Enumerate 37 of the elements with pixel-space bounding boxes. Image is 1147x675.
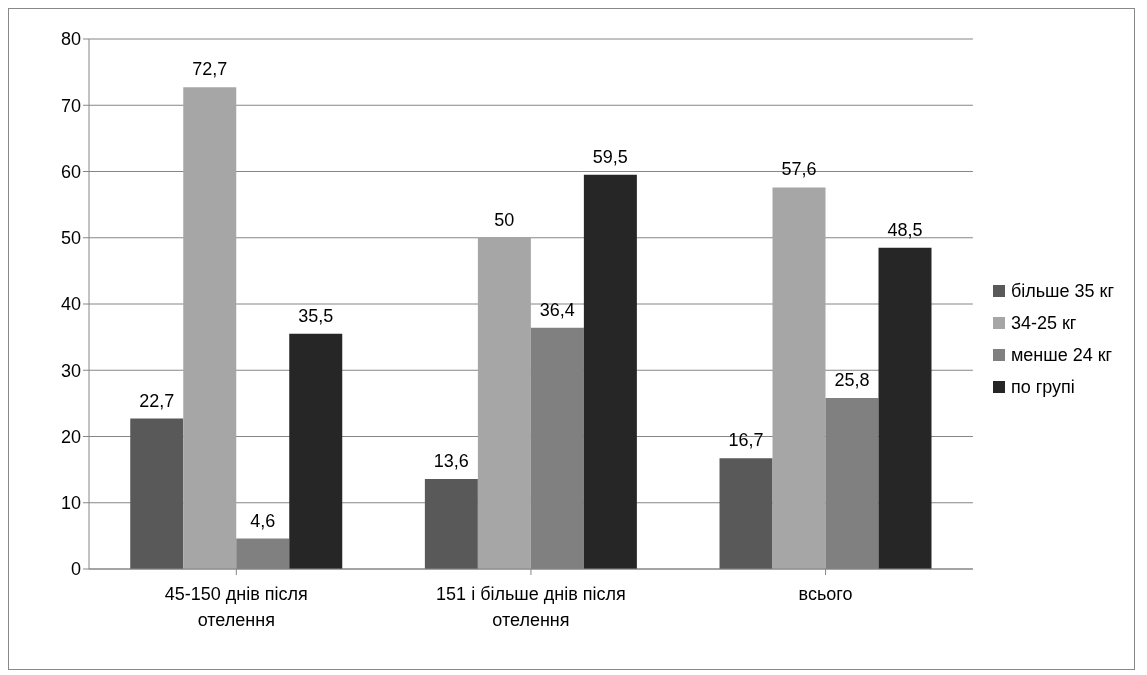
y-tick-label: 40 [60,294,81,315]
data-label: 25,8 [834,370,870,391]
bar [183,87,237,569]
data-label: 50 [494,209,515,230]
bar [477,237,531,569]
bar [772,187,826,569]
bar [424,478,478,569]
x-tick-label: всього [798,583,853,604]
data-label: 35,5 [298,305,334,326]
data-label: 36,4 [539,299,575,320]
bar [583,174,637,569]
y-tick-label: 10 [60,493,81,514]
bar [130,418,184,569]
y-tick-label: 20 [60,426,81,447]
y-tick-label: 30 [60,360,81,381]
x-tick-label: 151 і більше днів після отелення [436,583,626,630]
data-label: 59,5 [592,146,628,167]
data-label: 4,6 [250,510,276,531]
legend-label: 34-25 кг [1010,312,1077,335]
bar [719,458,773,569]
data-label: 48,5 [887,219,923,240]
data-label: 72,7 [192,59,228,80]
legend-label: менше 24 кг [1010,344,1113,367]
y-tick-label: 80 [60,29,81,50]
data-label: 16,7 [728,430,764,451]
y-tick-label: 70 [60,95,81,116]
x-tick-label: 45-150 днів після отелення [164,583,308,630]
y-tick-label: 50 [60,228,81,249]
data-label: 22,7 [139,390,175,411]
y-tick-label: 60 [60,161,81,182]
data-label: 13,6 [433,450,469,471]
bar [878,247,932,569]
bar [289,333,343,569]
legend-label: по групі [1010,376,1075,399]
y-tick-label: 0 [70,559,81,580]
legend-label: більше 35 кг [1010,280,1114,303]
data-label: 57,6 [781,159,817,180]
